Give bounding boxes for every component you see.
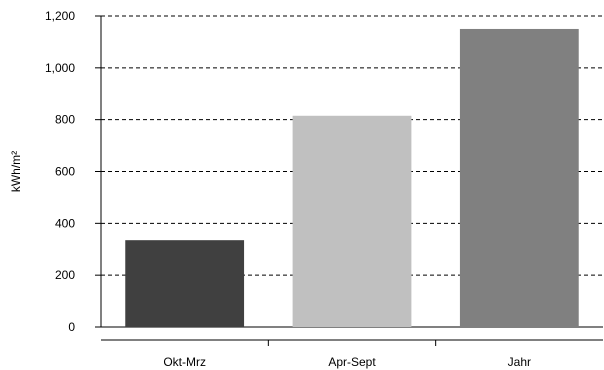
bar-apr-sept (292, 115, 412, 327)
y-tick-label: 0 (68, 320, 75, 334)
y-tick-label: 1,200 (45, 9, 75, 23)
y-tick-label: 800 (55, 113, 75, 127)
y-axis-title: kWh/m² (9, 151, 23, 192)
y-tick-label: 200 (55, 268, 75, 282)
y-tick-label: 1,000 (45, 61, 75, 75)
bar-jahr (459, 28, 579, 327)
x-tick-label: Jahr (508, 355, 531, 369)
y-tick-label: 400 (55, 216, 75, 230)
bar-okt-mrz (125, 240, 245, 327)
y-tick-label: 600 (55, 165, 75, 179)
x-tick-label: Apr-Sept (328, 355, 376, 369)
y-ticks: 0 200 400 600 800 1,000 1,200 (45, 9, 101, 334)
x-tick-label: Okt-Mrz (163, 355, 206, 369)
bars (125, 28, 579, 327)
x-ticks: Okt-Mrz Apr-Sept Jahr (163, 340, 531, 369)
